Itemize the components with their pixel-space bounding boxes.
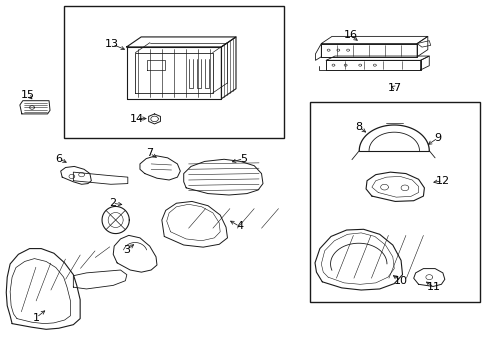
Text: 17: 17 [387,83,402,93]
Text: 3: 3 [123,245,130,255]
Text: 10: 10 [393,276,407,286]
Text: 6: 6 [55,154,62,163]
Text: 4: 4 [236,221,243,231]
Text: 16: 16 [343,30,357,40]
Text: 15: 15 [21,90,35,100]
Text: 9: 9 [433,133,441,143]
Text: 2: 2 [108,198,116,208]
Bar [309,102,479,302]
Text: 11: 11 [426,282,440,292]
Text: 14: 14 [129,113,143,123]
Text: 7: 7 [146,148,153,158]
Text: 12: 12 [435,176,449,186]
Text: 1: 1 [33,312,40,323]
Text: 13: 13 [105,39,119,49]
Text: 8: 8 [355,122,362,132]
Bar [63,6,284,138]
Text: 5: 5 [240,154,246,163]
